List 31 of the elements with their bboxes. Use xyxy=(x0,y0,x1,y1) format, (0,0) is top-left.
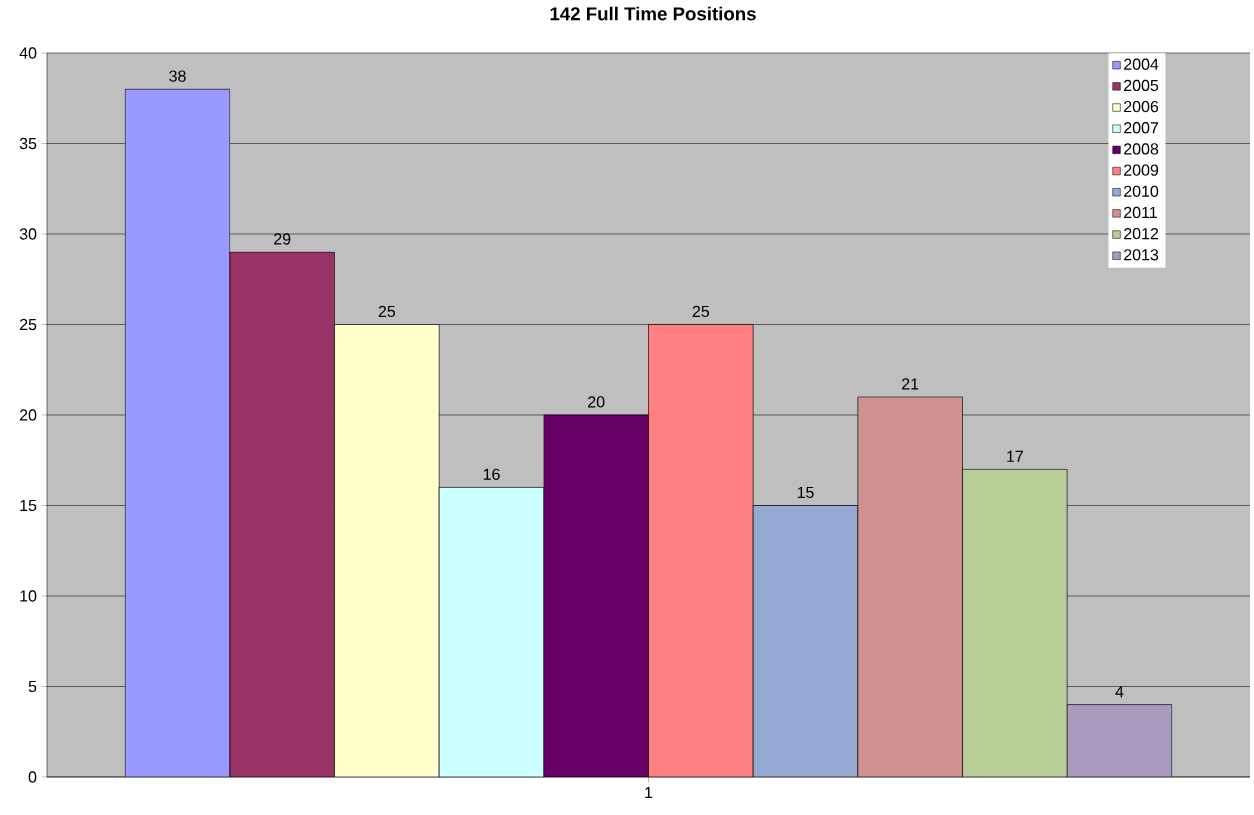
y-tick-label: 30 xyxy=(19,228,37,240)
legend-label: 2007 xyxy=(1124,122,1159,134)
x-tick-label: 1 xyxy=(645,787,653,799)
y-tick-label: 40 xyxy=(19,47,37,59)
y-tick-label: 20 xyxy=(19,409,37,421)
legend-label: 2006 xyxy=(1124,100,1159,113)
data-label: 16 xyxy=(483,468,500,480)
legend-label: 2010 xyxy=(1124,185,1159,197)
data-label: 21 xyxy=(902,378,919,390)
y-tick-label: 0 xyxy=(28,771,37,783)
legend-label: 2009 xyxy=(1124,164,1159,176)
legend-label: 2013 xyxy=(1124,249,1159,261)
chart-title: 142 Full Time Positions xyxy=(550,6,756,21)
data-label: 38 xyxy=(169,70,186,82)
data-label: 25 xyxy=(378,305,396,318)
y-tick-label: 10 xyxy=(20,590,37,602)
data-label: 17 xyxy=(1007,450,1023,462)
legend-label: 2004 xyxy=(1124,58,1159,70)
data-label: 29 xyxy=(274,233,291,245)
data-label: 15 xyxy=(797,486,814,499)
data-label: 4 xyxy=(1115,686,1124,698)
y-tick-label: 25 xyxy=(19,318,37,331)
y-tick-label: 5 xyxy=(28,680,37,693)
data-label: 25 xyxy=(692,305,710,318)
legend-label: 2005 xyxy=(1124,79,1159,92)
data-label: 20 xyxy=(588,396,605,408)
legend-label: 2008 xyxy=(1124,143,1159,155)
legend-label: 2012 xyxy=(1124,227,1159,240)
y-tick-label: 35 xyxy=(19,137,37,150)
legend-label: 2011 xyxy=(1124,206,1157,219)
y-tick-label: 15 xyxy=(20,499,37,512)
